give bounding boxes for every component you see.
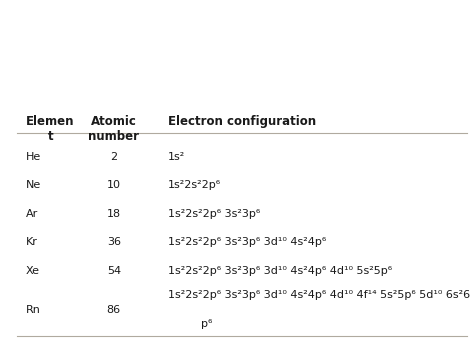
Text: 86: 86 <box>107 305 121 315</box>
Text: 1s²2s²2p⁶ 3s²3p⁶: 1s²2s²2p⁶ 3s²3p⁶ <box>168 209 261 219</box>
Text: 1s²2s²2p⁶ 3s²3p⁶ 3d¹⁰ 4s²4p⁶ 4d¹⁰ 4f¹⁴ 5s²5p⁶ 5d¹⁰ 6s²6: 1s²2s²2p⁶ 3s²3p⁶ 3d¹⁰ 4s²4p⁶ 4d¹⁰ 4f¹⁴ 5… <box>168 290 470 300</box>
Text: p⁶: p⁶ <box>201 319 213 329</box>
Text: Atomic
number: Atomic number <box>88 115 139 143</box>
Text: 18: 18 <box>107 209 121 219</box>
Text: 54: 54 <box>107 266 121 276</box>
Text: He: He <box>26 152 41 162</box>
Text: 36: 36 <box>107 237 121 247</box>
Text: Ar: Ar <box>26 209 38 219</box>
Text: Rn: Rn <box>26 305 41 315</box>
Text: Xe: Xe <box>26 266 40 276</box>
Text: 2: 2 <box>110 152 118 162</box>
Text: Kr: Kr <box>26 237 38 247</box>
Text: 1s²: 1s² <box>168 152 185 162</box>
Text: 1s²2s²2p⁶ 3s²3p⁶ 3d¹⁰ 4s²4p⁶ 4d¹⁰ 5s²5p⁶: 1s²2s²2p⁶ 3s²3p⁶ 3d¹⁰ 4s²4p⁶ 4d¹⁰ 5s²5p⁶ <box>168 266 392 276</box>
Text: 1s²2s²2p⁶ 3s²3p⁶ 3d¹⁰ 4s²4p⁶: 1s²2s²2p⁶ 3s²3p⁶ 3d¹⁰ 4s²4p⁶ <box>168 237 327 247</box>
Text: 10: 10 <box>107 180 121 190</box>
Text: Electron configuration: Electron configuration <box>168 115 316 128</box>
Text: Elemen
t: Elemen t <box>26 115 74 143</box>
Text: Ne: Ne <box>26 180 41 190</box>
Text: 1s²2s²2p⁶: 1s²2s²2p⁶ <box>168 180 221 190</box>
